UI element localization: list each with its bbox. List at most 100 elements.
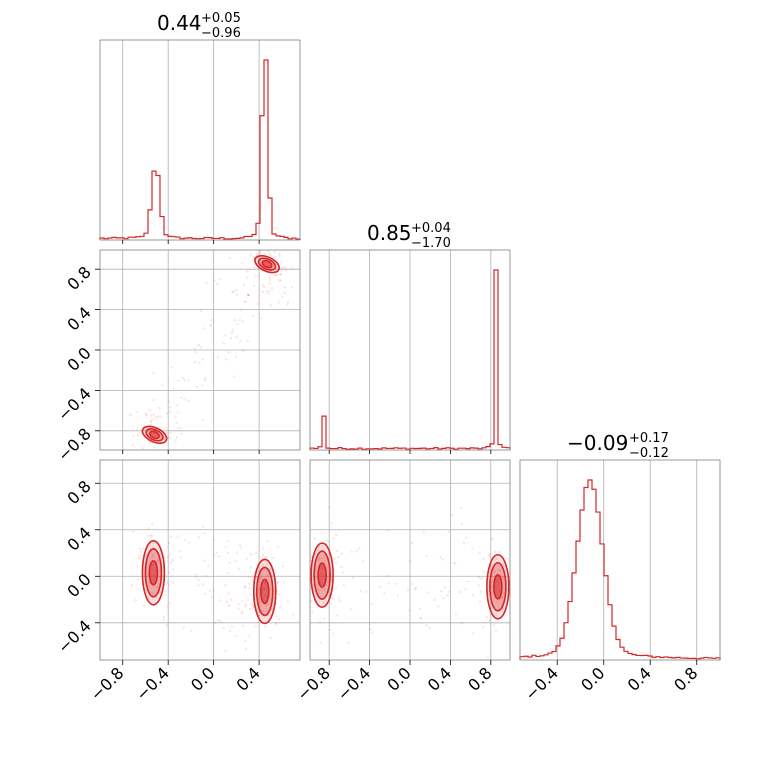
scatter-point <box>414 587 417 591</box>
scatter-point <box>176 535 179 539</box>
title-param-0: 0.44 +0.05 −0.96 <box>157 11 241 41</box>
scatter-point <box>200 346 203 349</box>
scatter-point <box>326 566 329 569</box>
scatter-point <box>408 609 411 612</box>
scatter-point <box>212 554 215 557</box>
x-tick-label-p2-0: −0.4 <box>521 663 562 704</box>
scatter-point <box>245 269 248 273</box>
scatter-point <box>268 289 271 292</box>
scatter-point <box>262 285 266 289</box>
scatter-point <box>478 551 481 555</box>
scatter-point <box>411 582 414 585</box>
scatter-point <box>183 398 186 401</box>
scatter-point <box>259 604 262 608</box>
scatter-point <box>142 547 145 550</box>
scatter-point <box>334 587 337 590</box>
scatter-point <box>159 415 162 418</box>
scatter-point <box>316 583 319 586</box>
scatter-point <box>482 626 485 629</box>
scatter-point <box>219 620 222 623</box>
histogram-param-0 <box>99 59 301 240</box>
scatter-point <box>227 604 230 607</box>
scatter-point <box>238 318 242 321</box>
scatter-point <box>179 427 182 430</box>
scatter-point <box>259 317 263 320</box>
scatter-point <box>462 541 466 545</box>
scatter-point <box>190 630 193 633</box>
scatter-point <box>201 583 204 586</box>
scatter-point <box>234 355 238 358</box>
scatter-point <box>136 427 139 430</box>
scatter-point <box>281 565 284 568</box>
scatter-point <box>242 624 245 627</box>
scatter-point <box>212 539 215 542</box>
scatter-point <box>194 360 197 364</box>
scatter-point <box>332 632 335 635</box>
scatter-point <box>174 415 177 418</box>
scatter-point <box>502 578 505 581</box>
scatter-point <box>277 546 280 549</box>
scatter-point <box>488 555 491 559</box>
scatter-point <box>358 547 361 550</box>
scatter-point <box>234 559 237 563</box>
scatter-point <box>204 378 207 382</box>
scatter-point <box>440 590 443 593</box>
scatter-point <box>244 639 247 643</box>
scatter-point <box>467 580 470 583</box>
scatter-point <box>169 535 173 538</box>
scatter-point <box>198 362 201 365</box>
scatter-point <box>498 550 501 553</box>
title-1-lower: −1.70 <box>411 236 451 251</box>
scatter-point <box>447 530 450 534</box>
histogram-param-1 <box>309 269 511 450</box>
scatter-panel-2-1 <box>308 505 512 659</box>
scatter-point <box>284 269 288 272</box>
x-tick-label-p1-3: 0.4 <box>424 663 455 694</box>
scatter-point <box>260 577 263 580</box>
scatter-point <box>252 605 255 609</box>
scatter-point <box>168 406 172 409</box>
scatter-panel-1-0 <box>128 250 294 450</box>
scatter-point <box>264 625 267 628</box>
scatter-point <box>339 600 342 603</box>
scatter-point <box>254 625 258 628</box>
scatter-point <box>157 415 160 418</box>
scatter-point <box>276 581 280 584</box>
scatter-point <box>151 556 154 559</box>
scatter-point <box>500 596 503 600</box>
scatter-point <box>242 284 246 287</box>
scatter-point <box>279 279 282 283</box>
scatter-point <box>425 555 428 558</box>
scatter-point <box>151 523 154 526</box>
scatter-point <box>419 617 422 620</box>
scatter-point <box>481 576 484 580</box>
scatter-point <box>222 626 225 630</box>
scatter-point <box>156 585 159 588</box>
contour-1-0-0-2 <box>261 259 273 269</box>
scatter-point <box>204 377 207 380</box>
scatter-point <box>490 585 494 589</box>
scatter-point <box>149 414 153 417</box>
scatter-point <box>247 293 250 297</box>
y-tick-label-p2-0: −0.4 <box>54 616 95 657</box>
scatter-point <box>492 623 495 626</box>
scatter-point <box>214 621 217 625</box>
scatter-point <box>129 414 133 417</box>
scatter-point <box>243 586 246 589</box>
scatter-point <box>254 551 258 555</box>
scatter-point <box>327 505 331 509</box>
scatter-point <box>155 586 159 589</box>
scatter-point <box>259 601 263 604</box>
scatter-point <box>265 603 268 607</box>
scatter-point <box>460 523 464 526</box>
scatter-point <box>323 588 326 591</box>
y-tick-label-p2-3: 0.8 <box>63 477 94 508</box>
scatter-point <box>165 412 169 415</box>
scatter-point <box>245 557 248 561</box>
scatter-point <box>396 594 400 597</box>
title-param-1: 0.85 +0.04 −1.70 <box>367 221 451 251</box>
scatter-point <box>422 530 425 533</box>
scatter-point <box>267 292 270 295</box>
scatter-point <box>158 406 161 410</box>
scatter-point <box>441 558 445 561</box>
